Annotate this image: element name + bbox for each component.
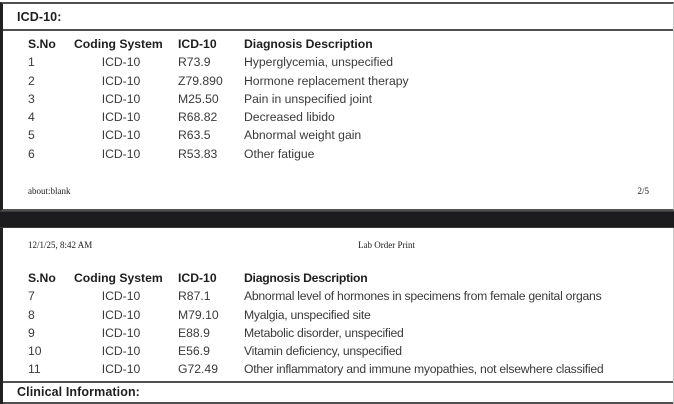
cell-icd10-code: M79.10 <box>178 307 219 322</box>
table-row: 4 ICD-10 R68.82 Decreased libido <box>3 108 673 126</box>
cell-sno: 10 <box>28 344 42 359</box>
cell-sno: 11 <box>28 362 41 377</box>
column-header-diagnosis: Diagnosis Description <box>244 37 373 51</box>
cell-sno: 1 <box>28 55 35 70</box>
cell-diagnosis: Decreased libido <box>244 110 335 125</box>
cell-diagnosis: Abnormal weight gain <box>244 128 362 143</box>
cell-diagnosis: Other inflammatory and immune myopathies… <box>244 362 604 377</box>
cell-sno: 5 <box>28 128 35 143</box>
icd10-table-page1: S.No Coding System ICD-10 Diagnosis Desc… <box>3 35 673 163</box>
table-row: 2 ICD-10 Z79.890 Hormone replacement the… <box>3 72 673 90</box>
table-row: 11 ICD-10 G72.49 Other inflammatory and … <box>3 360 673 378</box>
printed-page-1: ICD-10: S.No Coding System ICD-10 Diagno… <box>0 2 674 211</box>
cell-sno: 9 <box>28 325 35 340</box>
cell-diagnosis: Hyperglycemia, unspecified <box>244 55 394 70</box>
cell-icd10-code: R68.82 <box>178 110 218 125</box>
cell-diagnosis: Myalgia, unspecified site <box>244 307 371 322</box>
print-header-title: Lab Order Print <box>358 240 415 250</box>
cell-sno: 2 <box>28 73 35 88</box>
print-footer-page-number: 2/5 <box>637 186 649 196</box>
column-header-icd10: ICD-10 <box>178 37 217 51</box>
cell-icd10-code: E56.9 <box>178 344 210 359</box>
cell-diagnosis: Abnormal level of hormones in specimens … <box>244 289 602 304</box>
icd10-section-title: ICD-10: <box>3 4 673 31</box>
table-row: 1 ICD-10 R73.9 Hyperglycemia, unspecifie… <box>3 53 673 71</box>
cell-coding-system: ICD-10 <box>101 55 141 70</box>
cell-sno: 7 <box>28 289 35 304</box>
column-header-sno: S.No <box>28 37 56 51</box>
cell-coding-system: ICD-10 <box>101 110 141 125</box>
cell-coding-system: ICD-10 <box>101 146 141 161</box>
column-header-sno: S.No <box>28 271 56 285</box>
table-header-row: S.No Coding System ICD-10 Diagnosis Desc… <box>3 35 673 53</box>
cell-coding-system: ICD-10 <box>101 307 141 322</box>
cell-coding-system: ICD-10 <box>101 73 141 88</box>
table-header-row: S.No Coding System ICD-10 Diagnosis Desc… <box>3 269 673 287</box>
column-header-coding-system: Coding System <box>74 37 163 51</box>
cell-diagnosis: Metabolic disorder, unspecified <box>244 325 404 340</box>
print-header-datetime: 12/1/25, 8:42 AM <box>28 240 93 250</box>
cell-icd10-code: E88.9 <box>178 325 210 340</box>
cell-icd10-code: R63.5 <box>178 128 211 143</box>
cell-icd10-code: R73.9 <box>178 55 211 70</box>
column-header-diagnosis: Diagnosis Description <box>244 271 368 285</box>
cell-icd10-code: R53.83 <box>178 146 218 161</box>
print-header: 12/1/25, 8:42 AM Lab Order Print <box>3 228 673 266</box>
table-row: 5 ICD-10 R63.5 Abnormal weight gain <box>3 126 673 144</box>
table-row: 10 ICD-10 E56.9 Vitamin deficiency, unsp… <box>3 342 673 360</box>
icd10-table-page2: S.No Coding System ICD-10 Diagnosis Desc… <box>3 269 673 379</box>
cell-sno: 3 <box>28 91 35 106</box>
page-break-divider <box>0 211 674 228</box>
cell-icd10-code: R87.1 <box>178 289 211 304</box>
cell-coding-system: ICD-10 <box>101 91 141 106</box>
table-row: 9 ICD-10 E88.9 Metabolic disorder, unspe… <box>3 324 673 342</box>
cell-sno: 8 <box>28 307 35 322</box>
cell-icd10-code: G72.49 <box>178 362 218 377</box>
cell-diagnosis: Hormone replacement therapy <box>244 73 409 88</box>
cell-coding-system: ICD-10 <box>101 289 141 304</box>
print-footer-url: about:blank <box>28 186 71 196</box>
clinical-information-section-title: Clinical Information: <box>3 381 673 404</box>
table-row: 3 ICD-10 M25.50 Pain in unspecified join… <box>3 90 673 108</box>
table-row: 7 ICD-10 R87.1 Abnormal level of hormone… <box>3 287 673 305</box>
table-row: 6 ICD-10 R53.83 Other fatigue <box>3 145 673 163</box>
cell-diagnosis: Vitamin deficiency, unspecified <box>244 344 402 359</box>
column-header-icd10: ICD-10 <box>178 271 217 285</box>
cell-diagnosis: Pain in unspecified joint <box>244 91 373 106</box>
cell-coding-system: ICD-10 <box>101 362 141 377</box>
cell-icd10-code: Z79.890 <box>178 73 223 88</box>
cell-coding-system: ICD-10 <box>101 128 141 143</box>
printed-page-2: 12/1/25, 8:42 AM Lab Order Print S.No Co… <box>0 228 674 404</box>
cell-diagnosis: Other fatigue <box>244 146 315 161</box>
cell-sno: 4 <box>28 110 35 125</box>
cell-icd10-code: M25.50 <box>178 91 219 106</box>
cell-coding-system: ICD-10 <box>101 325 141 340</box>
cell-coding-system: ICD-10 <box>101 344 141 359</box>
cell-sno: 6 <box>28 146 35 161</box>
table-row: 8 ICD-10 M79.10 Myalgia, unspecified sit… <box>3 306 673 324</box>
column-header-coding-system: Coding System <box>74 271 163 285</box>
